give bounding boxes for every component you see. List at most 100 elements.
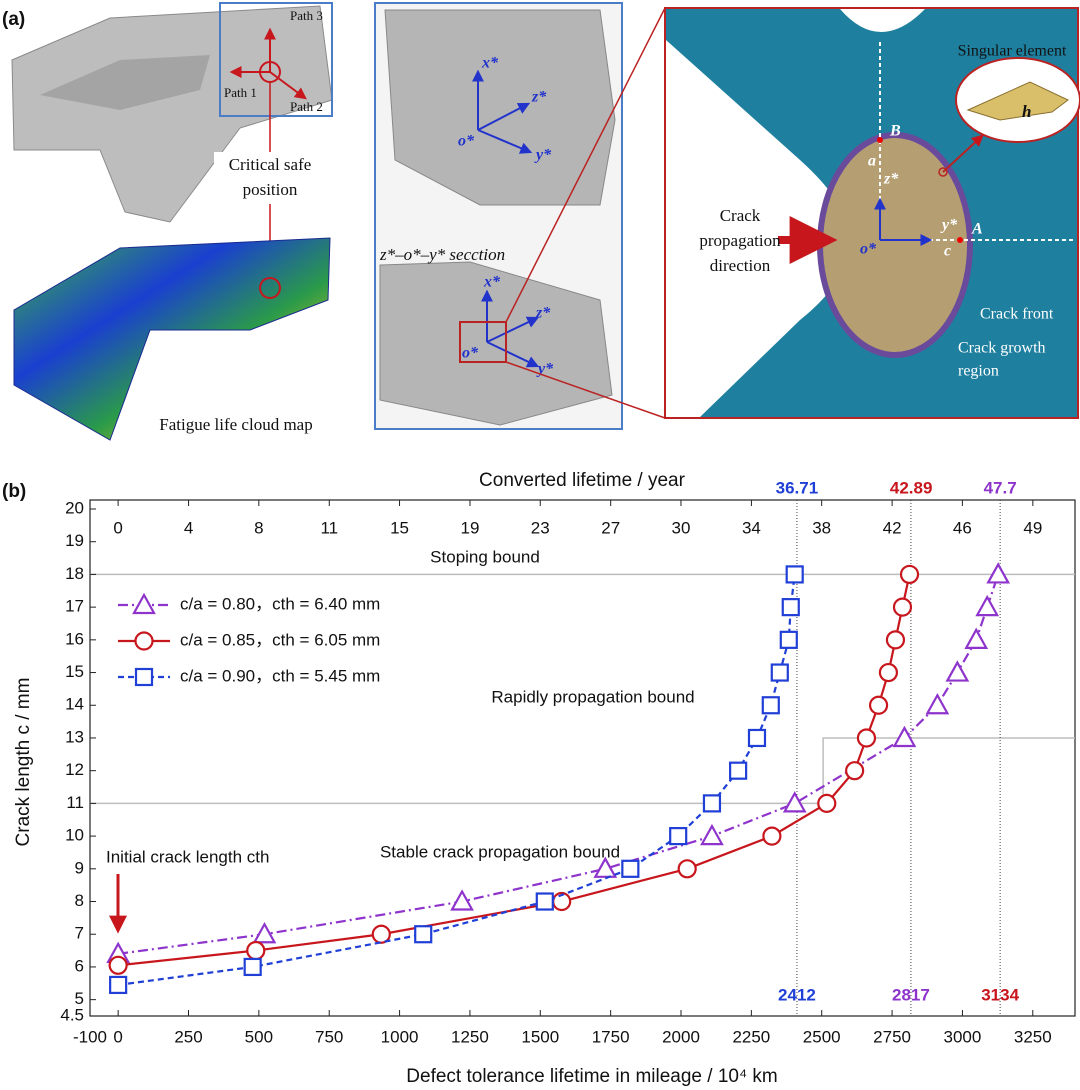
data-point [899, 564, 920, 585]
x-tick-label: 750 [315, 1027, 343, 1046]
x-tick-label: 3000 [944, 1027, 982, 1046]
x-tick-label: 2750 [873, 1027, 911, 1046]
connector [505, 7, 666, 323]
path-label: Path 3 [290, 8, 323, 23]
x2-tick-label: 30 [672, 518, 691, 537]
data-point [986, 562, 1011, 584]
x-tick-label: 1500 [521, 1027, 559, 1046]
x2-tick-label: 8 [254, 518, 263, 537]
data-point [702, 794, 722, 813]
x2-tick-label: 0 [113, 518, 122, 537]
x2-tick-label: 46 [953, 518, 972, 537]
detail-label: o* [860, 241, 877, 258]
data-point [109, 975, 128, 995]
y-axis-title: Crack length c / mm [13, 678, 34, 847]
axis-arrow [486, 316, 540, 343]
data-point [450, 889, 474, 911]
legend-label: c/a = 0.80，cth = 6.40 mm [180, 594, 380, 613]
data-point [781, 598, 800, 617]
cloud-model [13, 237, 331, 441]
detail-label: propagation [699, 231, 781, 250]
data-point [621, 859, 640, 878]
series-line [117, 574, 796, 987]
model-top [11, 5, 333, 223]
detail-label: Crack growth [958, 340, 1046, 357]
path-label: Path 1 [224, 85, 257, 100]
data-point [593, 856, 618, 878]
data-point [892, 597, 913, 617]
plot-frame [89, 499, 1076, 1017]
data-point [878, 662, 899, 683]
axis-arrow [477, 129, 533, 154]
detail-label: region [958, 363, 999, 380]
legend-marker [134, 631, 154, 651]
axis-label: z* [531, 89, 547, 106]
x-tick-label: 2000 [662, 1027, 700, 1046]
data-point [845, 761, 865, 781]
y-tick-label: 15 [65, 662, 84, 681]
x-tick-label: 1250 [451, 1027, 489, 1046]
y-tick-label: 8 [75, 891, 84, 910]
reference-x-label: 3134 [981, 985, 1019, 1004]
model-detail [40, 55, 210, 110]
y-tick-label: 13 [65, 727, 84, 746]
x2-tick-label: 19 [461, 518, 480, 537]
y-tick-label: 6 [75, 956, 84, 975]
y-tick-label: 17 [65, 597, 84, 616]
data-point [925, 692, 950, 715]
data-point [747, 728, 767, 748]
y-tick-label: 20 [65, 498, 84, 517]
y-tick-label: 10 [65, 826, 84, 845]
reference-x2-label: 42.89 [890, 478, 933, 497]
legend-marker [134, 667, 154, 687]
axis-arrow [486, 341, 540, 368]
x2-tick-label: 49 [1023, 518, 1042, 537]
data-point [762, 826, 782, 846]
panel-label: (b) [2, 481, 26, 502]
point-b [877, 137, 883, 143]
y-tick-label: 12 [65, 760, 84, 779]
y-tick-label: 5 [75, 989, 84, 1008]
legend-label: c/a = 0.85，cth = 6.05 mm [180, 630, 380, 649]
connector [505, 361, 666, 419]
x2-tick-label: 4 [184, 518, 193, 537]
data-point [700, 823, 724, 846]
data-point [243, 957, 262, 977]
detail-label: h [1022, 102, 1031, 121]
zoom-box [219, 2, 333, 117]
zoom-model [379, 261, 613, 426]
axis-label: o* [458, 133, 475, 150]
y-tick-label: 7 [75, 924, 84, 943]
point-a [957, 237, 963, 243]
data-point [868, 695, 889, 715]
detail-label: Crack front [980, 306, 1054, 323]
x-tick-label: 3250 [1014, 1027, 1052, 1046]
data-point [371, 924, 391, 944]
x-tick-label: 1750 [592, 1027, 630, 1046]
series [108, 564, 920, 975]
detail-label: B [889, 123, 901, 140]
y-tick-label: 11 [66, 793, 84, 812]
data-point [856, 728, 877, 748]
y-tick-label: 18 [65, 564, 84, 583]
data-point [817, 793, 837, 813]
data-point [779, 630, 798, 649]
x2-tick-label: 23 [531, 518, 550, 537]
axis-label: x* [481, 55, 499, 72]
detail-label: Singular element [958, 43, 1067, 60]
data-point [535, 892, 554, 911]
singular-wedge [966, 81, 1069, 121]
x2-tick-label: 15 [390, 518, 409, 537]
data-point [669, 826, 688, 846]
y-tick-label: 4.5 [60, 1005, 84, 1024]
x-tick-label: 0 [113, 1027, 122, 1046]
x2-tick-label: 42 [883, 518, 902, 537]
detail-label: y* [940, 217, 958, 234]
critical-label: Critical safe [229, 155, 312, 174]
bound-line [822, 737, 1075, 804]
annotation: Initial crack length cth [106, 847, 269, 866]
critical-label: position [243, 180, 298, 199]
x-tick-label: 250 [174, 1027, 202, 1046]
y-tick-label: 16 [65, 629, 84, 648]
